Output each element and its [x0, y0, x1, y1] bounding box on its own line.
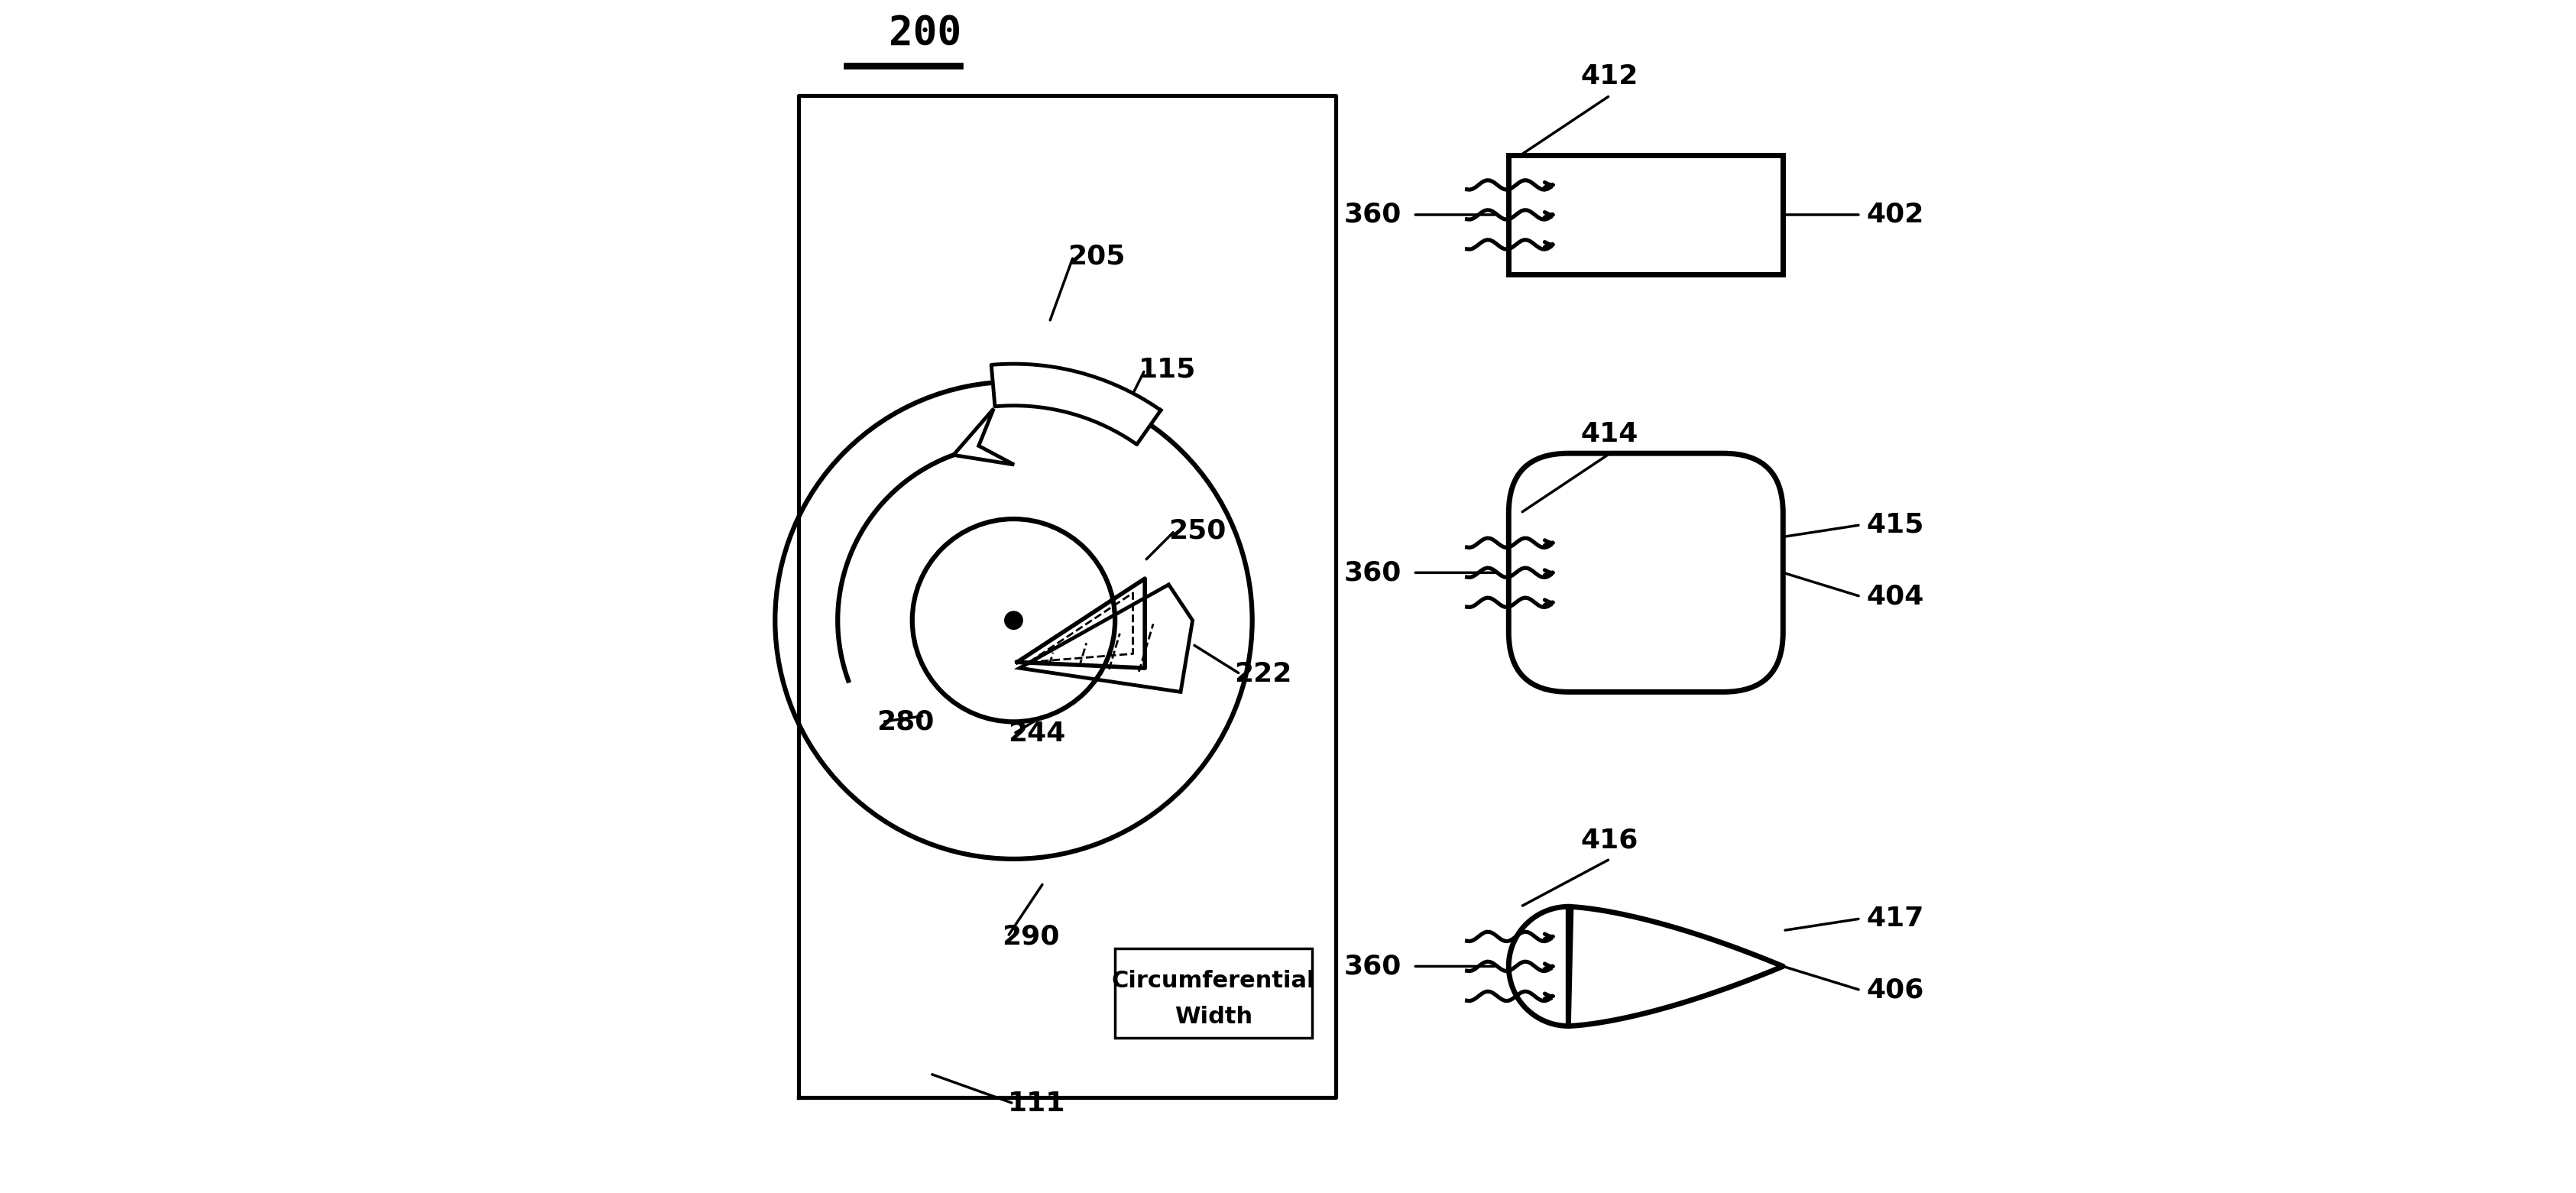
Text: 244: 244 [1007, 721, 1066, 747]
Text: 406: 406 [1868, 977, 1924, 1003]
Text: 280: 280 [876, 709, 935, 735]
FancyBboxPatch shape [1115, 948, 1311, 1038]
Text: 222: 222 [1234, 661, 1293, 687]
Text: 402: 402 [1868, 202, 1924, 228]
FancyBboxPatch shape [1510, 453, 1783, 692]
Text: 111: 111 [1007, 1090, 1066, 1117]
Text: Circumferential: Circumferential [1113, 970, 1316, 993]
Text: 250: 250 [1170, 518, 1226, 544]
Text: 414: 414 [1579, 421, 1638, 447]
Text: Width: Width [1175, 1006, 1252, 1028]
Circle shape [1005, 612, 1023, 630]
Text: 290: 290 [1002, 923, 1059, 950]
Text: 360: 360 [1345, 560, 1401, 586]
Text: 412: 412 [1579, 63, 1638, 89]
Text: 404: 404 [1868, 583, 1924, 610]
Polygon shape [992, 364, 1162, 445]
Text: 415: 415 [1868, 512, 1924, 538]
Text: 115: 115 [1139, 357, 1195, 383]
FancyBboxPatch shape [1510, 155, 1783, 274]
Text: 416: 416 [1579, 827, 1638, 853]
Text: 200: 200 [889, 14, 961, 54]
Text: 205: 205 [1066, 243, 1126, 270]
Text: 360: 360 [1345, 202, 1401, 228]
Text: 360: 360 [1345, 953, 1401, 979]
Text: 417: 417 [1868, 905, 1924, 932]
